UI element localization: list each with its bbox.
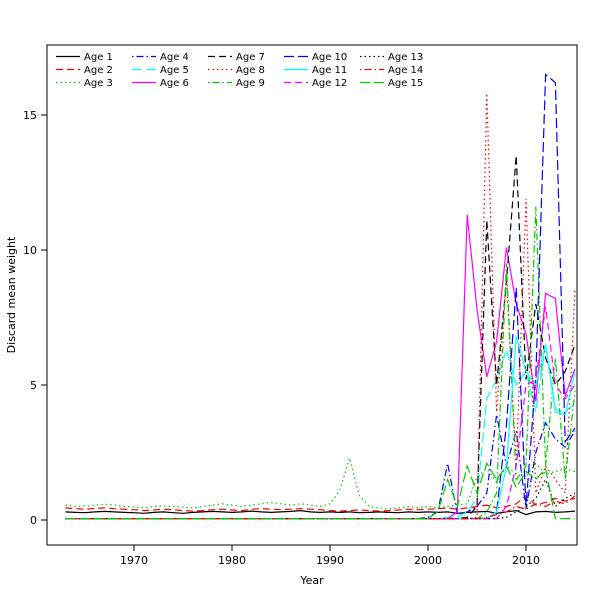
y-tick-label: 10 [23,244,37,257]
legend-label: Age 13 [388,52,423,63]
series-lines [65,73,576,520]
x-tick-label: 1980 [218,554,246,567]
legend-label: Age 11 [312,65,347,76]
legend-label: Age 4 [160,52,189,63]
series-line-age-15 [65,461,575,520]
legend-label: Age 6 [160,78,189,89]
x-tick-label: 2000 [414,554,442,567]
y-tick-label: 0 [30,514,37,527]
legend-label: Age 7 [236,52,265,63]
series-line-age-9 [65,206,576,520]
series-line-age-12 [65,306,576,520]
x-axis-title: Year [299,574,324,587]
series-line-age-7 [65,155,576,520]
legend-label: Age 14 [388,65,423,76]
x-tick-label: 1990 [316,554,344,567]
y-axis-title: Discard mean weight [5,236,18,353]
legend-label: Age 15 [388,78,423,89]
x-tick-label: 1970 [120,554,148,567]
series-line-age-8 [65,93,576,520]
y-tick-label: 15 [23,109,37,122]
legend-label: Age 12 [312,78,347,89]
y-tick-label: 5 [30,379,37,392]
legend: Age 1 Age 2 Age 3 Age 4 Age 5 Age 6 Age 7 Age 8… [56,52,423,89]
legend-label: Age 3 [84,78,113,89]
legend-label: Age 10 [312,52,347,63]
series-line-age-1 [65,509,576,516]
axis-ticks: 1970 1980 1990 2000 2010 0 5 10 15 [23,109,540,567]
legend-label: Age 1 [84,52,113,63]
x-tick-label: 2010 [512,554,540,567]
legend-label: Age 8 [236,65,265,76]
series-line-age-2 [65,494,576,512]
legend-label: Age 5 [160,65,189,76]
plot-border [46,44,578,546]
legend-label: Age 9 [236,78,265,89]
series-line-age-3 [65,455,576,510]
legend-label: Age 2 [84,65,113,76]
